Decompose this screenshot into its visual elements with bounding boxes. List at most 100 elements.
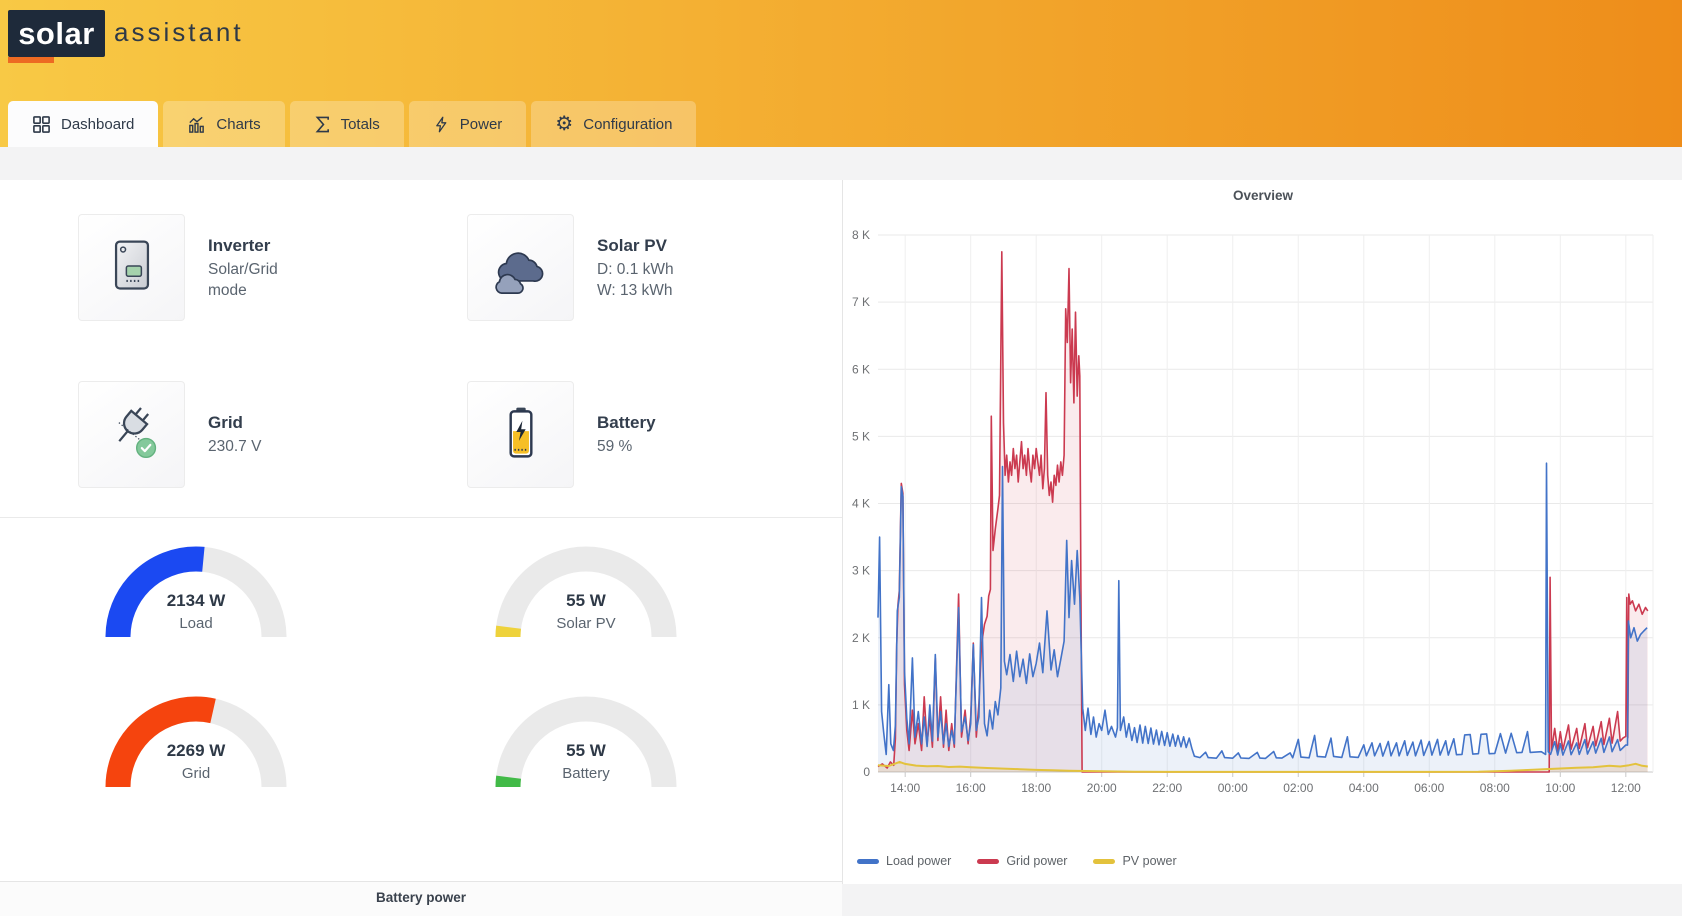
gauge-label: Solar PV	[556, 615, 616, 632]
y-axis-tick-label: 4 K	[852, 497, 870, 511]
gauge-arc	[105, 546, 287, 638]
legend-swatch	[1093, 858, 1116, 864]
dashboard-panel: Inverter Solar/Grid mode Solar PV D: 0.1 kWh…	[0, 180, 842, 881]
gauge-value: 55 W	[566, 741, 606, 760]
battery-icon	[491, 402, 551, 467]
legend-swatch	[857, 858, 879, 864]
logo-accent	[8, 57, 54, 63]
tab-totals[interactable]: Totals	[289, 101, 404, 147]
x-axis-tick-label: 08:00	[1480, 781, 1510, 795]
y-axis-tick-label: 0	[863, 765, 870, 779]
inverter-icon	[102, 235, 162, 300]
card-text: Grid 230.7 V	[208, 412, 261, 457]
card-solar_pv-tile[interactable]	[467, 214, 574, 321]
panel-divider	[0, 517, 842, 518]
gauge-value: 2269 W	[166, 741, 226, 760]
tab-configuration[interactable]: ⚙ Configuration	[531, 101, 697, 147]
series-pv-power-area	[878, 761, 1648, 772]
tab-label: Configuration	[583, 115, 673, 133]
lightning-icon	[433, 115, 450, 134]
y-axis-tick-label: 5 K	[852, 429, 870, 443]
tab-label: Charts	[216, 115, 261, 133]
x-axis-tick-label: 06:00	[1414, 781, 1444, 795]
tab-bar: Dashboard Charts Totals Power ⚙ Configuration	[8, 101, 697, 147]
gauge-arc	[105, 696, 287, 788]
legend-item-pv-power[interactable]: PV power	[1093, 854, 1177, 868]
card-line: mode	[208, 281, 247, 299]
y-axis-tick-label: 6 K	[852, 362, 870, 376]
chart-legend: Load power Grid power PV power	[857, 854, 1177, 868]
x-axis-tick-label: 16:00	[956, 781, 986, 795]
x-axis-tick-label: 14:00	[890, 781, 920, 795]
y-axis-tick-label: 1 K	[852, 698, 870, 712]
gauge-label: Battery	[562, 765, 610, 782]
legend-label: Grid power	[1006, 854, 1068, 868]
bar-chart-icon	[187, 115, 206, 134]
series-load-power-area	[878, 463, 1648, 772]
legend-label: PV power	[1122, 854, 1177, 868]
logo: solar	[8, 10, 105, 57]
card-title: Grid	[208, 413, 243, 432]
card-title: Inverter	[208, 235, 271, 255]
section-title-battery-power: Battery power	[375, 890, 467, 905]
card-line: 59 %	[597, 438, 633, 455]
x-axis-tick-label: 20:00	[1087, 781, 1117, 795]
x-axis-tick-label: 10:00	[1545, 781, 1575, 795]
card-line: D: 0.1 kWh	[597, 260, 674, 278]
card-line: 230.7 V	[208, 438, 262, 455]
gear-icon: ⚙	[555, 113, 574, 135]
gauge-label: Grid	[181, 765, 211, 782]
card-text: Solar PV D: 0.1 kWh W: 13 kWh	[597, 235, 674, 301]
y-axis-tick-label: 8 K	[852, 228, 870, 242]
legend-item-grid-power[interactable]: Grid power	[977, 854, 1067, 868]
legend-item-load-power[interactable]: Load power	[857, 854, 951, 868]
tab-label: Totals	[340, 115, 380, 133]
card-line: Solar/Grid	[208, 260, 278, 278]
overview-chart-card: Overview 0 1 K 2 K 3 K 4 K 5 K 6 K 7 K 8 K 14:00 1…	[842, 180, 1682, 884]
gauge-grid: 2269 W Grid	[101, 695, 291, 795]
x-axis-tick-label: 04:00	[1349, 781, 1379, 795]
series-grid-power-area	[878, 251, 1648, 773]
gauge-arc	[495, 546, 677, 638]
tab-label: Power	[459, 115, 503, 133]
series-load-power-line	[877, 462, 1648, 760]
tab-label: Dashboard	[61, 115, 135, 133]
tab-charts[interactable]: Charts	[163, 101, 285, 147]
gauge-arc	[495, 696, 677, 788]
card-grid: Grid 230.7 V	[78, 381, 261, 488]
chart-title: Overview	[1232, 188, 1294, 203]
x-axis-tick-label: 00:00	[1218, 781, 1248, 795]
app-header: solar assistant Dashboard Charts Totals Pow…	[0, 0, 1682, 147]
tab-dashboard[interactable]: Dashboard	[8, 101, 159, 147]
gauge-solar-pv: 55 W Solar PV	[491, 545, 681, 645]
card-title: Solar PV	[597, 235, 667, 255]
y-axis-tick-label: 2 K	[852, 631, 870, 645]
y-axis-tick-label: 7 K	[852, 295, 870, 309]
card-inverter-tile[interactable]	[78, 214, 185, 321]
gauge-label: Load	[179, 615, 213, 632]
tab-power[interactable]: Power	[408, 101, 527, 147]
series-pv-power-line	[877, 760, 1648, 773]
overview-chart[interactable]: 0 1 K 2 K 3 K 4 K 5 K 6 K 7 K 8 K 14:00 16:00 18:00…	[843, 180, 1682, 884]
battery-power-section: Battery power	[0, 881, 842, 916]
card-battery: Battery 59 %	[467, 381, 656, 488]
y-axis-tick-label: 3 K	[852, 564, 870, 578]
card-title: Battery	[597, 413, 656, 432]
card-inverter: Inverter Solar/Grid mode	[78, 214, 278, 321]
plug-icon	[102, 402, 162, 467]
card-grid-tile[interactable]	[78, 381, 185, 488]
card-line: W: 13 kWh	[597, 281, 673, 299]
logo-subtitle: assistant	[114, 17, 244, 47]
cloud-icon	[491, 235, 551, 300]
legend-label: Load power	[886, 854, 952, 868]
card-battery-tile[interactable]	[467, 381, 574, 488]
card-solar_pv: Solar PV D: 0.1 kWh W: 13 kWh	[467, 214, 674, 321]
dashboard-grid-icon	[32, 115, 51, 134]
gauge-value: 2134 W	[166, 591, 226, 610]
x-axis-tick-label: 12:00	[1611, 781, 1641, 795]
sigma-icon	[314, 115, 331, 134]
x-axis-tick-label: 22:00	[1152, 781, 1182, 795]
x-axis-tick-label: 02:00	[1283, 781, 1313, 795]
card-text: Battery 59 %	[597, 412, 656, 457]
